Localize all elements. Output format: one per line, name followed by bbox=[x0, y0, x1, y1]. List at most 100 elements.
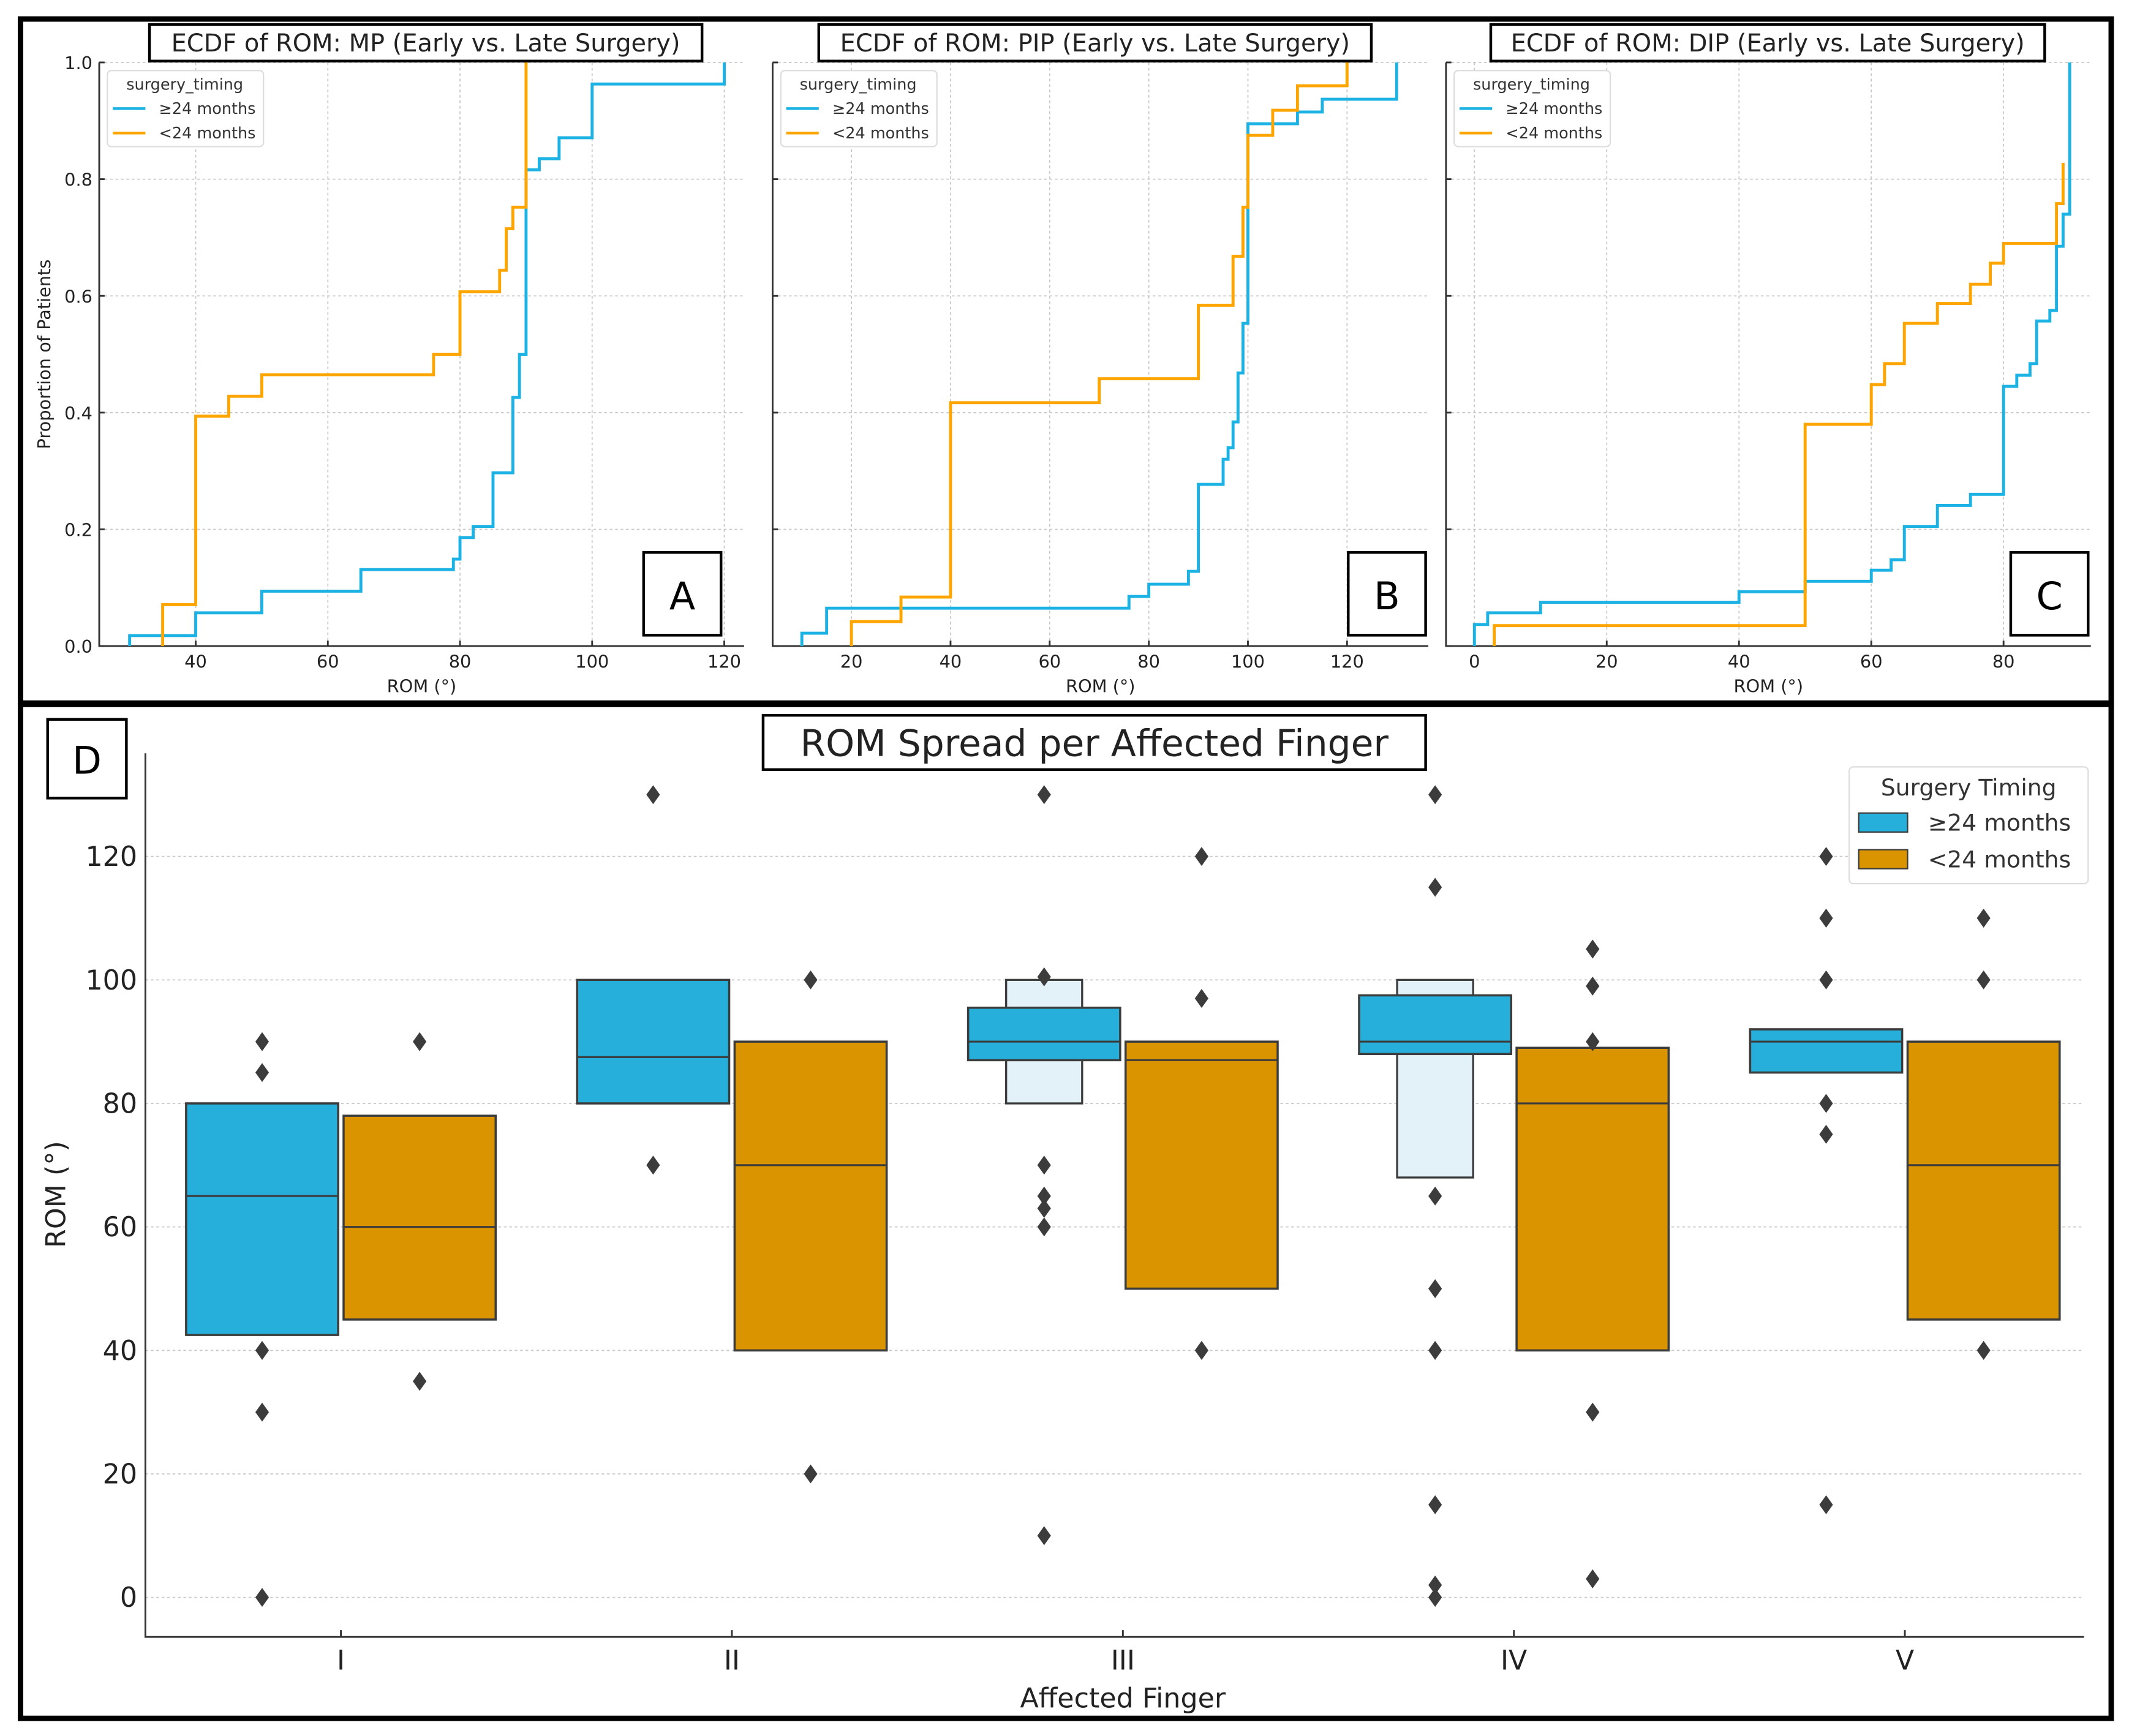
chart-title: ECDF of ROM: PIP (Early vs. Late Surgery… bbox=[840, 29, 1350, 58]
outlier-point bbox=[1428, 1340, 1442, 1360]
outlier-point bbox=[1819, 1094, 1833, 1113]
boxen-III-24-plus-months bbox=[967, 785, 1121, 1546]
y-tick-label: 0.8 bbox=[64, 170, 92, 190]
box bbox=[1515, 1046, 1670, 1352]
outlier-point bbox=[804, 970, 818, 990]
outlier-point bbox=[1428, 877, 1442, 897]
boxen-III-under-24-months bbox=[1124, 847, 1279, 1360]
x-tick-label: 80 bbox=[449, 652, 472, 672]
legend: Surgery Timing ≥24 months <24 months bbox=[1848, 766, 2089, 885]
legend-title: surgery_timing bbox=[1473, 75, 1590, 94]
boxen-V-under-24-months bbox=[1906, 908, 2061, 1360]
ecdf-line-under-24-months bbox=[161, 62, 528, 647]
x-tick-label: 60 bbox=[1038, 652, 1061, 672]
panel-letter-box bbox=[2009, 550, 2090, 637]
outlier-point bbox=[1037, 1155, 1051, 1175]
x-tick-label: II bbox=[724, 1645, 740, 1676]
box bbox=[1749, 1028, 1904, 1074]
boxen-I-24-plus-months bbox=[185, 1032, 339, 1607]
legend-entry: ≥24 months bbox=[832, 100, 929, 118]
x-tick-label: 20 bbox=[1596, 652, 1618, 672]
x-tick-label: 20 bbox=[840, 652, 863, 672]
box bbox=[733, 1040, 888, 1352]
panel-letter-box bbox=[1347, 550, 1427, 637]
outlier-point bbox=[1586, 1032, 1600, 1051]
x-tick-label: 60 bbox=[1860, 652, 1883, 672]
top-panels-frame bbox=[18, 16, 2114, 706]
box bbox=[576, 979, 731, 1105]
ecdf-line-24-plus-months bbox=[128, 62, 726, 647]
legend-title: surgery_timing bbox=[126, 75, 243, 94]
legend-entry: <24 months bbox=[832, 124, 929, 143]
x-tick-label: III bbox=[1111, 1645, 1135, 1676]
box bbox=[1906, 1040, 2061, 1321]
legend-entry: ≥24 months bbox=[1928, 810, 2071, 836]
panel-letter: B bbox=[1374, 574, 1400, 618]
x-tick-label: IV bbox=[1501, 1645, 1527, 1676]
ecdf-line-under-24-months bbox=[1493, 162, 2065, 647]
legend-frame bbox=[1453, 70, 1611, 148]
outlier-point bbox=[413, 1032, 427, 1051]
panel-letter-box bbox=[46, 718, 128, 800]
boxen-IV-under-24-months bbox=[1515, 939, 1670, 1588]
outlier-point bbox=[1037, 785, 1051, 805]
x-tick-label: 60 bbox=[317, 652, 339, 672]
panel-letter: A bbox=[669, 574, 695, 618]
box bbox=[1358, 994, 1513, 1056]
outlier-point bbox=[255, 1032, 269, 1051]
legend-frame bbox=[780, 70, 938, 148]
x-tick-label: 120 bbox=[1330, 652, 1364, 672]
panel-letter: D bbox=[72, 738, 102, 783]
axes-spines bbox=[144, 753, 2084, 1638]
boxen-II-under-24-months bbox=[733, 970, 888, 1484]
y-tick-label: 80 bbox=[103, 1088, 137, 1119]
y-tick-label: 0 bbox=[120, 1582, 137, 1614]
x-tick-label: 120 bbox=[707, 652, 741, 672]
panel-letter: C bbox=[2036, 574, 2062, 618]
legend: surgery_timing ≥24 months <24 months bbox=[1453, 70, 1611, 148]
legend-entry: <24 months bbox=[1505, 124, 1602, 143]
outlier-point bbox=[646, 1155, 660, 1175]
title-box bbox=[817, 23, 1373, 62]
outlier-point bbox=[1428, 1588, 1442, 1607]
x-tick-label: 40 bbox=[1728, 652, 1750, 672]
legend-frame bbox=[1848, 766, 2089, 885]
legend-entry: <24 months bbox=[159, 124, 256, 143]
title-box bbox=[148, 23, 704, 62]
outlier-point bbox=[1819, 847, 1833, 866]
outlier-point bbox=[1819, 908, 1833, 928]
x-tick-label: V bbox=[1896, 1645, 1914, 1676]
ecdf-panel-b: 20 40 60 80 100 120 ROM (°) ECDF of ROM: PIP (E… bbox=[771, 23, 1429, 696]
outlier-point bbox=[1586, 976, 1600, 996]
x-tick-label: 80 bbox=[1137, 652, 1160, 672]
axes-spines bbox=[1445, 62, 2091, 647]
ecdf-line-under-24-months bbox=[850, 62, 1349, 647]
outlier-point bbox=[804, 1464, 818, 1484]
boxen-IV-24-plus-months bbox=[1358, 785, 1513, 1607]
x-tick-label: I bbox=[337, 1645, 345, 1676]
outlier-point bbox=[1976, 908, 1991, 928]
legend: surgery_timing ≥24 months <24 months bbox=[780, 70, 938, 148]
outlier-point bbox=[1428, 785, 1442, 805]
outlier-point bbox=[1037, 1186, 1051, 1206]
outlier-point bbox=[255, 1402, 269, 1422]
y-tick-label: 120 bbox=[85, 841, 137, 873]
title-box bbox=[761, 713, 1427, 772]
box bbox=[1124, 1040, 1279, 1290]
legend-entry: ≥24 months bbox=[159, 100, 256, 118]
ecdf-panel-c: 0 20 40 60 80 ROM (°) ECDF of ROM: DIP (Early … bbox=[1445, 23, 2091, 696]
bottom-panel-frame bbox=[18, 701, 2114, 1721]
y-tick-label: 0.0 bbox=[64, 636, 92, 657]
outlier-point bbox=[1586, 939, 1600, 959]
x-tick-label: 0 bbox=[1469, 652, 1480, 672]
legend: surgery_timing ≥24 months <24 months bbox=[107, 70, 265, 148]
legend-entry: <24 months bbox=[1928, 846, 2071, 873]
outlier-point bbox=[1428, 1495, 1442, 1514]
outlier-point bbox=[1037, 967, 1051, 986]
outlier-point bbox=[1586, 1569, 1600, 1588]
outlier-point bbox=[1037, 1198, 1051, 1218]
outlier-point bbox=[1037, 1217, 1051, 1237]
x-axis-label: ROM (°) bbox=[1734, 675, 1804, 696]
x-axis-label: ROM (°) bbox=[1066, 675, 1136, 696]
outlier-point bbox=[255, 1340, 269, 1360]
